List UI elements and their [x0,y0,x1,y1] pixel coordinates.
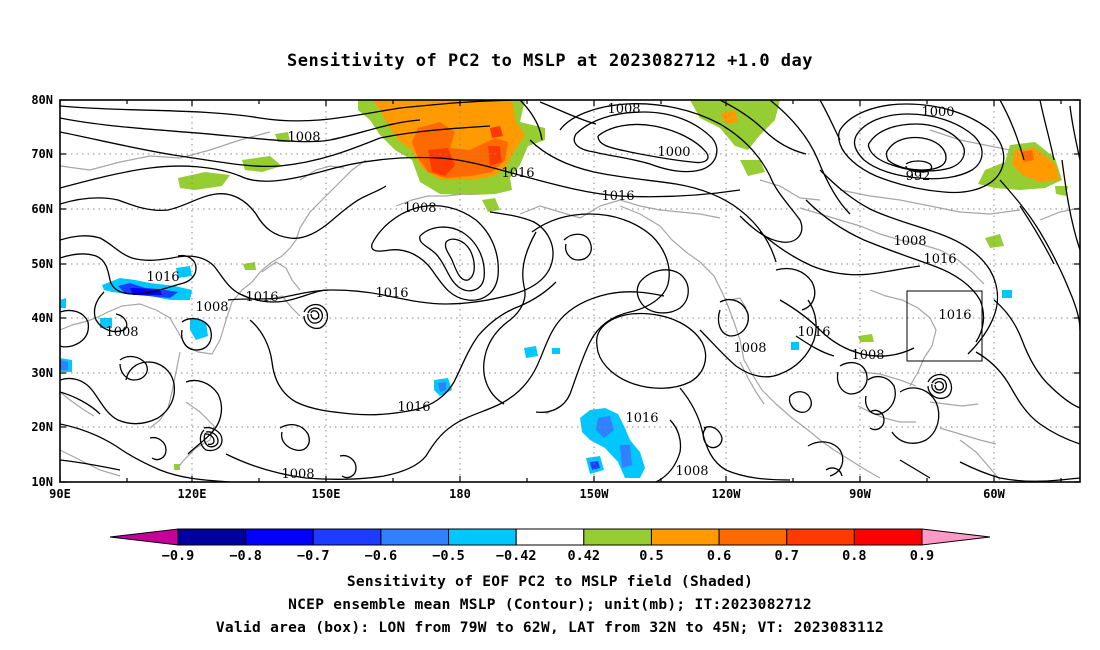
lat-label: 70N [31,147,53,161]
contour-label: 1016 [625,411,658,426]
contour-label: 1008 [403,201,436,216]
colorbar-swatch [448,528,517,546]
colorbar-label: −0.42 [496,548,537,564]
contour-label: 992 [906,169,931,184]
map-frame [59,99,1081,483]
lon-label: 120W [712,487,742,501]
colorbar-label: −0.5 [432,548,465,564]
colorbar-label: 0.8 [842,548,866,564]
colorbar-swatch [921,528,991,546]
colorbar-swatch [177,528,247,546]
colorbar-swatch [853,528,923,546]
contour-label: 1016 [146,270,179,285]
valid-area-box [906,290,983,362]
contour-label: 1016 [938,308,971,323]
contour-label: 1000 [657,145,690,160]
contour-label: 1008 [281,467,314,482]
lon-label: 120E [178,487,207,501]
lon-label: 60W [983,487,1005,501]
colorbar-swatch [380,528,450,546]
lon-axis-labels: 90E 120E 150E 180 150W 120W 90W 60W [49,487,1005,501]
colorbar-label: −0.8 [229,548,262,564]
caption-line-1: Sensitivity of EOF PC2 to MSLP field (Sh… [346,574,754,590]
contour-label: 1016 [501,166,534,181]
colorbar-label: −0.7 [297,548,330,564]
contour-label: 1008 [733,341,766,356]
colorbar-swatch [583,528,652,546]
contour-label: 1016 [245,290,278,305]
contour-label: 1008 [195,300,228,315]
colorbar-swatch [515,528,585,546]
chart-title: Sensitivity of PC2 to MSLP at 2023082712… [286,51,813,71]
contour-label: 1016 [923,252,956,267]
colorbar-swatch [718,528,788,546]
lat-label: 20N [31,420,53,434]
lon-label: 150E [312,487,341,501]
lat-label: 60N [31,202,53,216]
contour-label: 1016 [797,325,830,340]
colorbar-swatch [312,528,382,546]
contour-label: 1000 [921,105,954,120]
contour-label: 1016 [397,400,430,415]
lat-label: 30N [31,366,53,380]
contour-label: 1008 [287,130,320,145]
colorbar-label: 0.6 [707,548,731,564]
contour-label: 1016 [375,286,408,301]
lon-label: 180 [449,487,471,501]
caption-line-2: NCEP ensemble mean MSLP (Contour); unit(… [288,597,812,613]
colorbar-swatch [650,528,720,546]
colorbar-label: 0.5 [639,548,663,564]
lon-label: 150W [580,487,610,501]
colorbar-swatch [109,528,179,546]
contour-labels: 1008 1016 1008 1016 1008 1008 1016 1016 1008 1008… [105,102,971,482]
lat-label: 80N [31,93,53,107]
colorbar [109,528,991,546]
contour-label: 1008 [607,102,640,117]
colorbar-label: 0.7 [775,548,799,564]
lat-axis-labels: 80N 70N 60N 50N 40N 30N 20N 10N [31,93,53,489]
contour-label: 1008 [105,325,138,340]
colorbar-labels: −0.9 −0.8 −0.7 −0.6 −0.5 −0.42 0.42 0.5 0.6 0.7 0.… [162,548,934,564]
colorbar-label: 0.42 [568,548,601,564]
mslp-contours [60,100,1080,482]
caption-line-3: Valid area (box): LON from 79W to 62W, L… [215,620,885,636]
coastlines [60,129,1080,481]
colorbar-label: −0.6 [365,548,398,564]
lon-label: 90W [849,487,871,501]
colorbar-swatch [786,528,855,546]
contour-label: 1008 [675,464,708,479]
colorbar-swatch [245,528,314,546]
shaded-sensitivity [60,100,1068,478]
colorbar-label: −0.9 [162,548,195,564]
contour-label: 1008 [851,348,884,363]
contour-label: 1016 [601,189,634,204]
lat-label: 50N [31,257,53,271]
colorbar-label: 0.9 [910,548,934,564]
lat-label: 10N [31,475,53,489]
contour-label: 1008 [893,234,926,249]
axis-ticks [59,99,1080,483]
lat-label: 40N [31,311,53,325]
lon-label: 90E [49,487,71,501]
